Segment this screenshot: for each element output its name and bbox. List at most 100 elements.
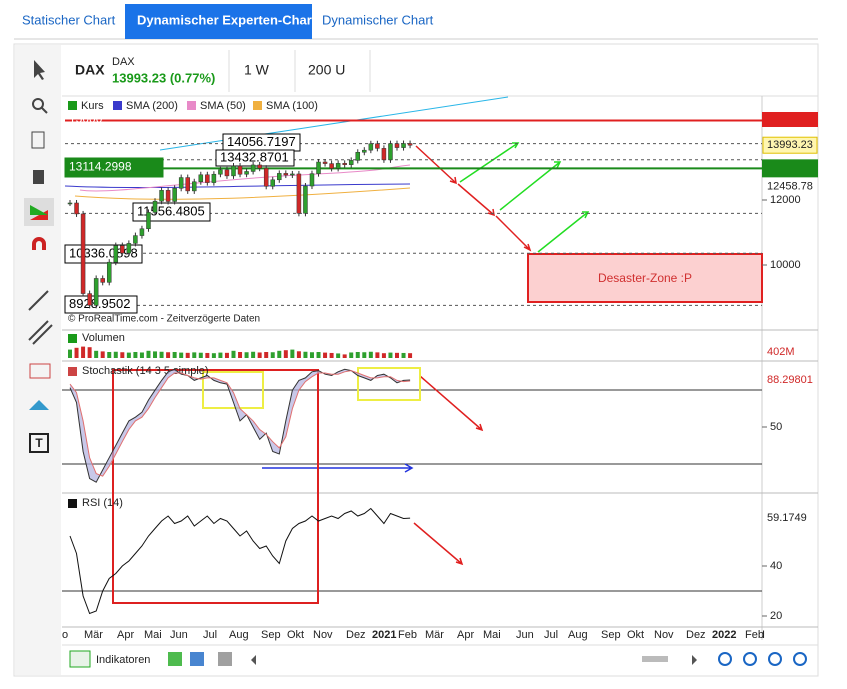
candle [106,261,112,283]
legend-swatch [68,101,77,110]
candle [178,177,184,189]
legend-label: Kurs [81,100,104,112]
x-tick-label: Sep [601,629,621,641]
candle [263,167,269,187]
volume-bar [153,351,158,358]
candle [100,278,105,283]
highlight-box [357,367,421,401]
candle [87,293,92,306]
period-select[interactable]: 1 W [244,62,270,78]
x-tick-label: Feb [745,629,764,641]
disaster-label: Desaster-Zone :P [598,271,692,285]
tab[interactable]: Statischer Chart [22,12,116,27]
volume-bar [100,351,105,358]
volume-bar [244,352,249,358]
volume-bar [198,352,203,358]
candle [368,143,374,151]
volume-bar [349,352,354,358]
candle [355,151,361,161]
scrollbar[interactable] [642,656,668,662]
volume-bar [251,351,256,358]
volume-bar [381,353,386,358]
volume-bar [172,352,177,358]
footer-icon[interactable] [168,652,182,666]
zoom-icon[interactable] [718,652,732,666]
volume-bar [362,352,367,358]
volume-bar [290,349,295,358]
candle [388,143,393,161]
level-tag [762,112,818,127]
candle [322,161,328,164]
price-tag [763,372,817,388]
volume-bar [355,352,360,358]
footer-icon[interactable] [218,652,232,666]
pane-last: 59.1749 [767,512,807,524]
candle [381,148,387,161]
candle [205,174,210,183]
zoom-icon[interactable] [768,652,782,666]
zoom-icon[interactable] [743,652,757,666]
zoom-icon[interactable] [793,652,807,666]
footer-icon[interactable] [190,652,204,666]
scroll-right[interactable] [692,655,697,665]
highlight-box [202,371,264,409]
blue-arrow [262,463,414,473]
candle [329,163,334,169]
volume-bar [238,352,243,358]
rsi-line [69,507,411,615]
tool-icons: T [24,60,54,453]
price-tag-label: 13993.23 [767,139,813,151]
units-select[interactable]: 200 U [308,62,345,78]
level-box [64,157,164,178]
trend-line [159,96,509,151]
x-tick-label: Aug [229,629,249,641]
candle [126,243,132,254]
indicator-icon[interactable] [69,650,91,668]
price-tag-label: 12458.78 [767,181,813,193]
volume-bar [231,350,236,358]
x-tick-label: Dez [686,629,706,641]
name: DAX [112,56,135,68]
x-tick-label: Okt [287,629,304,641]
candle [218,169,223,175]
tab[interactable]: Dynamischer Chart [322,12,434,27]
candle [231,165,236,177]
x-tick-label: Nov [313,629,333,641]
legend-label: SMA (100) [266,100,318,112]
quote: 13993.23 (0.77%) [112,70,215,85]
candle [113,245,119,263]
x-tick-label: Okt [627,629,644,641]
x-tick-label: Mai [483,629,501,641]
volume-bar [205,352,210,358]
toolbar-left [15,45,61,675]
legend-swatch [68,334,77,343]
volume-bar [368,351,373,358]
volume-bar [270,352,275,358]
volume-bar [120,352,125,358]
price-tag [763,178,817,195]
candle [120,245,125,254]
scroll-left[interactable] [251,655,256,665]
credit: © ProRealTime.com - Zeitverzögerte Daten [68,314,260,325]
candle [152,200,158,213]
highlight-box [112,369,319,604]
volume-bar [257,352,262,358]
tab-active[interactable]: Dynamischer Experten-Chart [137,12,317,27]
volume-bar [179,352,184,358]
candle [74,202,79,215]
candle [172,188,177,202]
level-box [64,295,138,314]
volume-bar [401,352,406,358]
volume-bar [316,352,321,358]
candle [257,164,262,169]
candle [165,190,171,202]
candle [375,143,380,149]
volume-bar [375,352,380,358]
candle [270,179,275,187]
y-tick-label: 50 [770,421,782,433]
svg-text:T: T [35,436,43,450]
volume-bar [107,352,112,358]
volume-bar [166,352,171,358]
indicators-button[interactable]: Indikatoren [96,654,150,666]
